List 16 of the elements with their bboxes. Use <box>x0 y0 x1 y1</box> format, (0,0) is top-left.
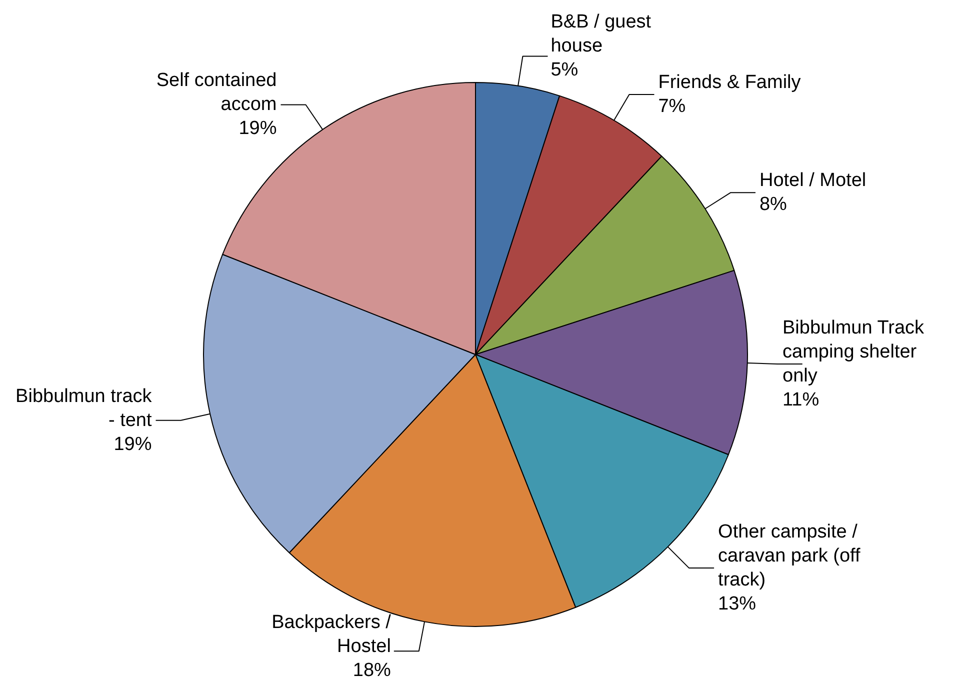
slice-label: Self contained accom <box>156 70 277 116</box>
data-label: 19% <box>238 118 277 140</box>
slice-label: Hotel / Motel <box>759 170 866 192</box>
data-label: 11% <box>782 389 820 410</box>
slice-label: Bibbulmun track - tent <box>16 386 152 431</box>
data-label: 13% <box>718 594 756 615</box>
data-label: 18% <box>352 660 392 681</box>
slice-label: B&B / guest house <box>550 12 652 57</box>
data-label: 19% <box>114 434 152 455</box>
slice-label: Other campsite / caravan park (off track) <box>718 522 861 591</box>
data-label: 8% <box>759 194 788 216</box>
data-label: 7% <box>658 96 686 118</box>
slice-label: Friends & Family <box>658 72 802 94</box>
slice-label: Bibbulmun Track camping shelter only <box>782 317 925 386</box>
slice-label: Backpackers / Hostel <box>272 612 392 657</box>
data-label: 5% <box>550 60 578 81</box>
